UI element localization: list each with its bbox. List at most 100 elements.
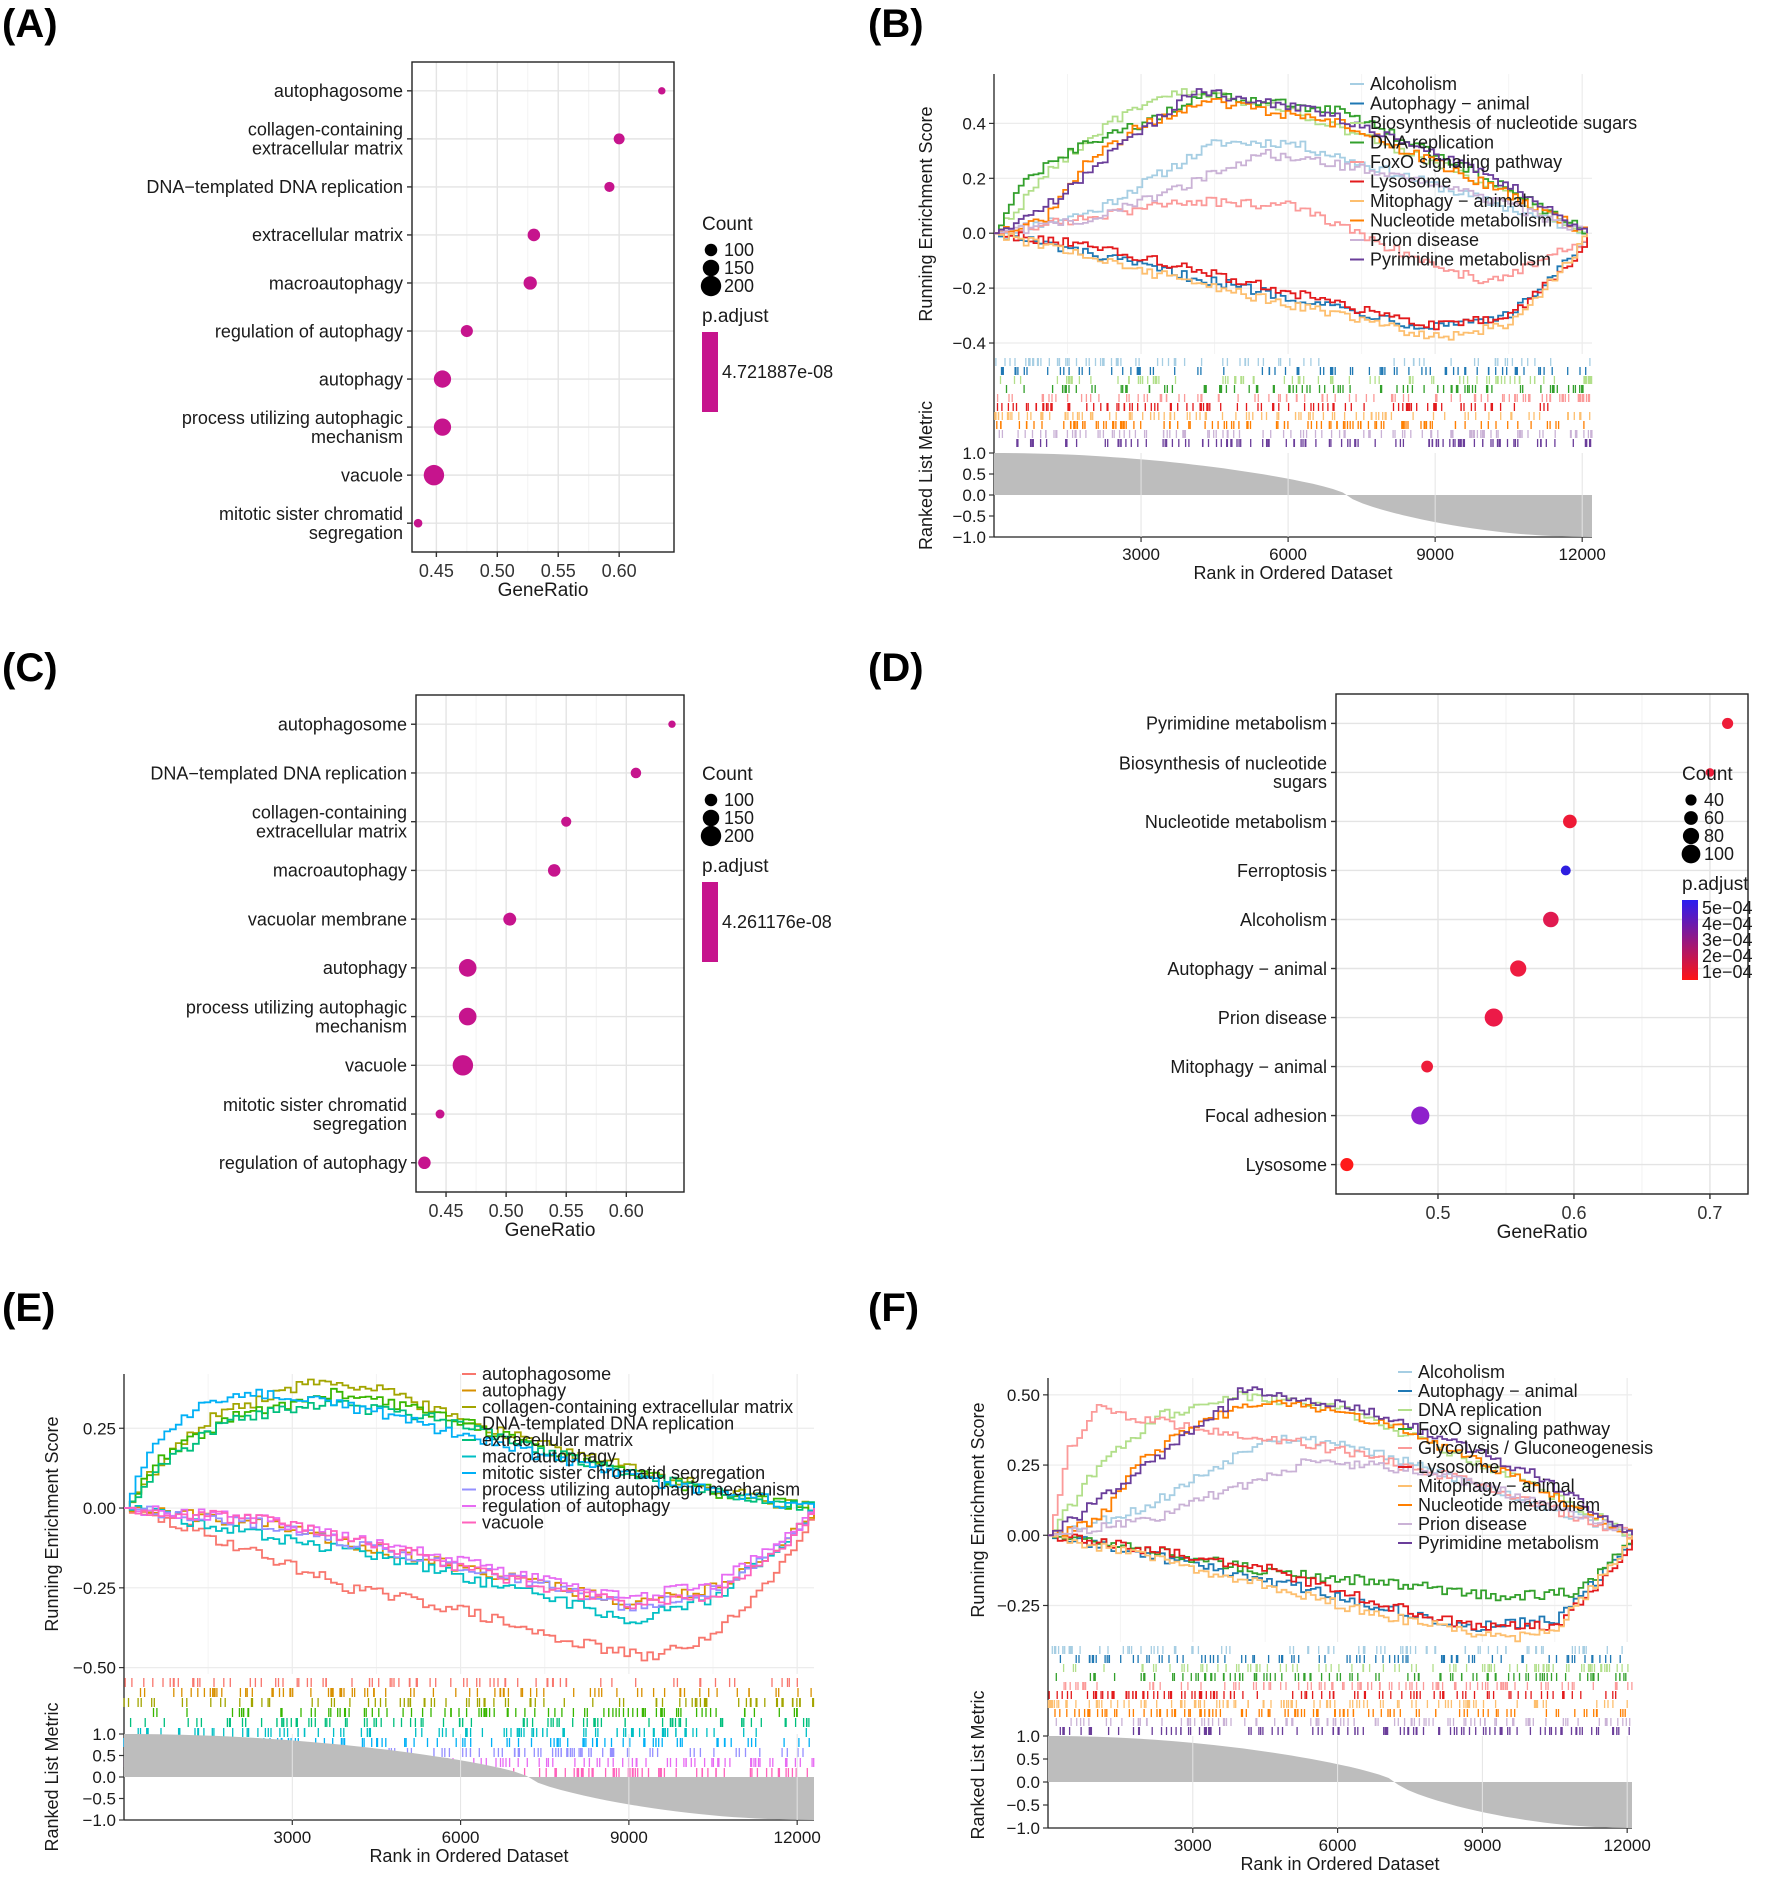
es-curve-line: [994, 149, 1588, 235]
hit-rug: [1059, 1655, 1621, 1663]
y-tick-label: Ferroptosis: [1237, 861, 1327, 881]
rank-y-tick-label: 0.0: [92, 1768, 116, 1787]
rank-y-tick-label: −1.0: [82, 1811, 116, 1830]
y-tick-label: vacuole: [341, 465, 403, 485]
rank-y-tick-label: 0.0: [962, 486, 986, 505]
y-tick-label: Nucleotide metabolism: [1145, 812, 1327, 832]
rank-y-tick-label: 0.0: [1016, 1773, 1040, 1792]
dot-marker: [458, 1007, 477, 1026]
x-tick-label: 12000: [774, 1828, 821, 1847]
hit-rug: [998, 430, 1593, 438]
x-tick-label: 9000: [610, 1828, 648, 1847]
es-curve-line: [994, 139, 1588, 236]
hit-rug: [1016, 439, 1592, 447]
x-tick-label: 6000: [1269, 545, 1307, 564]
y-tick-label: autophagosome: [278, 715, 407, 735]
plot-frame: [411, 61, 675, 553]
x-tick-label: 9000: [1463, 1836, 1501, 1855]
legend-label: DNA replication: [1370, 133, 1494, 153]
dot-marker: [1340, 1158, 1354, 1172]
x-tick-label: 0.5: [1425, 1203, 1450, 1223]
ranked-metric-area: [994, 453, 1592, 537]
x-axis-label: GeneRatio: [1497, 1222, 1588, 1243]
y-tick-label: macroautophagy: [269, 273, 403, 293]
es-curve-line: [994, 88, 1588, 235]
rank-y-tick-label: −0.5: [1006, 1796, 1040, 1815]
dot-marker: [460, 324, 473, 338]
x-tick-label: 3000: [1122, 545, 1160, 564]
legend-label: Lysosome: [1370, 172, 1451, 192]
dot-marker: [503, 912, 517, 926]
hit-rug: [1062, 1664, 1629, 1672]
es-curve-line: [994, 231, 1588, 331]
dot-marker: [658, 87, 666, 95]
rank-y-axis-label: Ranked List Metric: [968, 1690, 988, 1839]
legend-label: Autophagy − animal: [1370, 94, 1530, 114]
y-tick-label: regulation of autophagy: [219, 1153, 407, 1173]
dot-marker: [423, 464, 445, 486]
legend-label: FoxO signaling pathway: [1418, 1419, 1610, 1439]
plot-background: [416, 695, 684, 1192]
legend-count-label: 150: [724, 258, 754, 278]
es-curve-line: [1048, 1458, 1633, 1537]
es-curve-line: [124, 1388, 815, 1509]
legend-count-dot: [700, 275, 722, 297]
dot-marker: [613, 133, 625, 145]
y-tick-label: 0.50: [1007, 1386, 1040, 1405]
y-tick-label: −0.25: [73, 1579, 116, 1598]
y-tick-label: mitotic sister chromatid segregation: [223, 1095, 407, 1134]
legend-color-bar: [702, 882, 718, 962]
dot-marker: [630, 767, 642, 779]
x-tick-label: 12000: [1559, 545, 1606, 564]
y-tick-label: Mitophagy − animal: [1170, 1057, 1327, 1077]
legend-count-label: 200: [724, 276, 754, 296]
y-tick-label: Pyrimidine metabolism: [1146, 714, 1327, 734]
legend-count-label: 100: [1704, 844, 1734, 864]
legend-label: Autophagy − animal: [1418, 1381, 1578, 1401]
legend-label: extracellular matrix: [482, 1430, 633, 1450]
rank-y-tick-label: −1.0: [952, 528, 986, 547]
y-tick-label: −0.4: [952, 334, 986, 353]
legend-label: Prion disease: [1418, 1514, 1527, 1534]
plot-background: [1336, 694, 1748, 1194]
legend-label: Alcoholism: [1370, 74, 1457, 94]
hit-rug: [1051, 1646, 1623, 1654]
x-tick-label: 0.50: [480, 561, 515, 581]
dot-marker: [418, 1156, 431, 1170]
dot-marker: [433, 370, 452, 388]
dot-marker: [413, 518, 423, 528]
es-curve-line: [994, 98, 1588, 235]
ranked-metric-area: [124, 1734, 814, 1820]
hit-rug: [999, 376, 1593, 384]
legend-count-dot: [704, 793, 718, 807]
hit-rug: [995, 358, 1591, 366]
dot-marker: [1722, 717, 1734, 729]
plot-background: [412, 62, 674, 552]
x-tick-label: 0.7: [1697, 1203, 1722, 1223]
legend-color-label: 5e−04: [1702, 898, 1753, 918]
es-curve-line: [994, 232, 1588, 341]
panel-label-b: (B): [868, 2, 924, 46]
y-tick-label: mitotic sister chromatid segregation: [219, 504, 403, 543]
y-tick-label: DNA−templated DNA replication: [150, 763, 407, 783]
legend-color-title: p.adjust: [702, 856, 769, 877]
legend-label: Pyrimidine metabolism: [1370, 250, 1551, 270]
dot-marker: [458, 959, 477, 977]
legend-label: DNA-templated DNA replication: [482, 1414, 734, 1434]
legend-color-bar: [702, 332, 718, 412]
rank-y-tick-label: −0.5: [82, 1790, 116, 1809]
rank-y-axis-label: Ranked List Metric: [42, 1702, 62, 1851]
dot-marker: [1705, 768, 1715, 777]
hit-rug: [996, 403, 1549, 411]
x-tick-label: 9000: [1416, 545, 1454, 564]
y-tick-label: Autophagy − animal: [1167, 959, 1327, 979]
y-tick-label: process utilizing autophagic mechanism: [186, 997, 407, 1036]
y-tick-label: regulation of autophagy: [215, 321, 403, 341]
y-tick-label: vacuole: [345, 1056, 407, 1076]
x-tick-label: 0.55: [541, 561, 576, 581]
dot-marker: [1563, 814, 1577, 829]
hit-rug: [1063, 1682, 1633, 1690]
legend-count-dot: [1685, 794, 1697, 806]
x-tick-label: 6000: [1319, 1836, 1357, 1855]
